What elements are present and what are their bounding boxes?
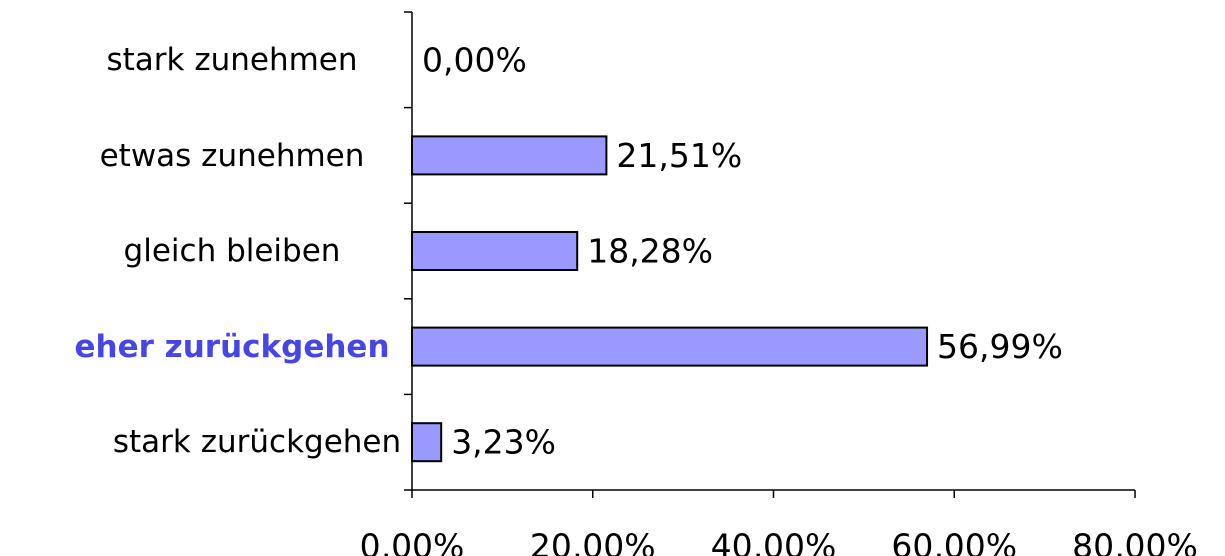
x-tick-label: 80,00% — [1072, 527, 1198, 556]
x-tick-label: 0,00% — [360, 527, 465, 556]
x-tick-label: 40,00% — [711, 527, 837, 556]
category-label: gleich bleiben — [123, 233, 341, 270]
value-label: 18,28% — [587, 232, 713, 271]
x-tick-label: 20,00% — [530, 527, 656, 556]
category-label: eher zurückgehen — [74, 328, 390, 365]
value-label: 3,23% — [451, 423, 556, 462]
category-label: etwas zunehmen — [99, 137, 365, 174]
value-label: 56,99% — [937, 327, 1063, 366]
value-label: 0,00% — [422, 40, 527, 79]
bar — [411, 326, 929, 367]
bar — [411, 422, 443, 463]
category-label: stark zunehmen — [106, 42, 358, 78]
category-label: stark zurückgehen — [112, 424, 402, 461]
bar — [411, 135, 608, 176]
value-label: 21,51% — [616, 136, 742, 175]
bar — [411, 231, 579, 271]
x-tick-label: 60,00% — [891, 527, 1017, 556]
